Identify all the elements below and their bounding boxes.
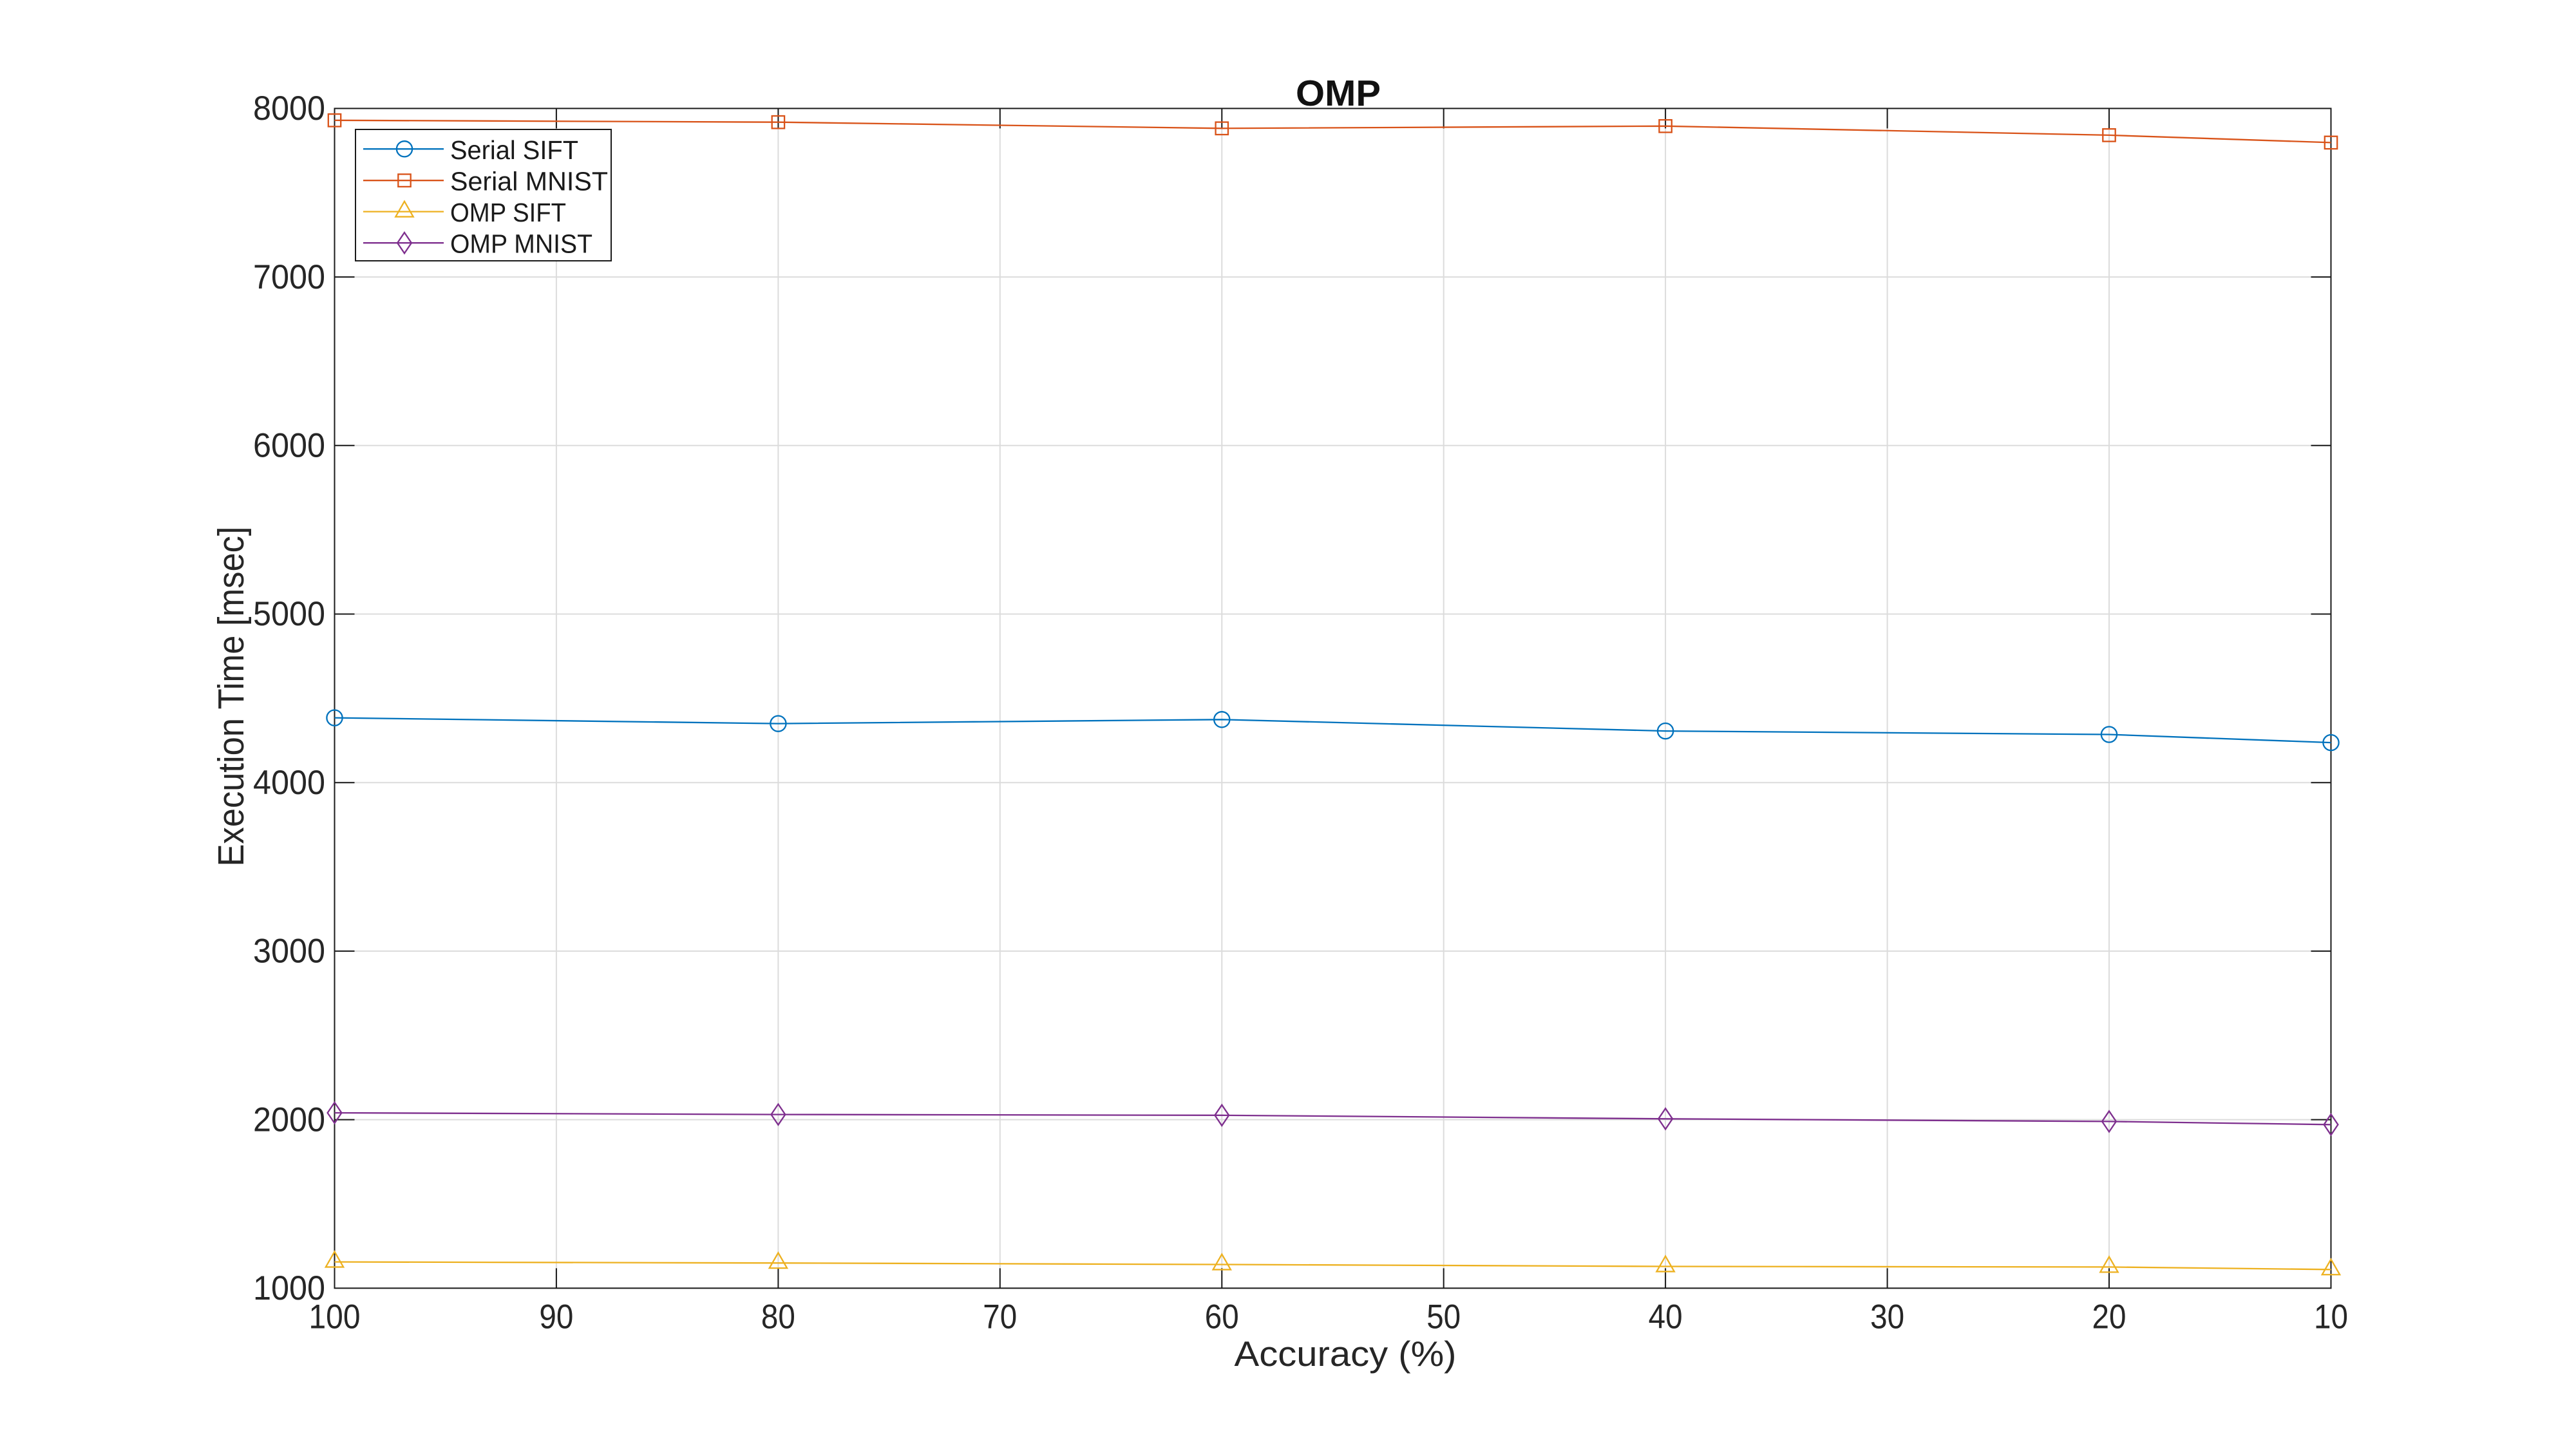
svg-text:OMP SIFT: OMP SIFT	[450, 198, 566, 227]
svg-text:OMP MNIST: OMP MNIST	[450, 229, 592, 259]
svg-text:8000: 8000	[253, 90, 325, 128]
svg-text:30: 30	[1870, 1298, 1904, 1336]
svg-text:4000: 4000	[253, 764, 325, 802]
svg-text:Execution Time [msec]: Execution Time [msec]	[211, 527, 252, 867]
svg-text:7000: 7000	[253, 258, 325, 296]
svg-text:100: 100	[309, 1298, 361, 1336]
svg-text:Serial SIFT: Serial SIFT	[450, 135, 578, 165]
svg-text:70: 70	[983, 1298, 1017, 1336]
svg-text:20: 20	[2092, 1298, 2126, 1336]
svg-text:90: 90	[539, 1298, 573, 1336]
svg-text:5000: 5000	[253, 595, 325, 633]
svg-text:40: 40	[1649, 1298, 1683, 1336]
svg-text:1000: 1000	[253, 1269, 325, 1307]
svg-text:Accuracy (%): Accuracy (%)	[1235, 1334, 1457, 1374]
svg-text:2000: 2000	[253, 1101, 325, 1139]
svg-text:50: 50	[1426, 1298, 1461, 1336]
svg-text:10: 10	[2314, 1298, 2348, 1336]
svg-text:60: 60	[1205, 1298, 1239, 1336]
svg-text:OMP: OMP	[1296, 73, 1381, 113]
svg-text:80: 80	[761, 1298, 795, 1336]
svg-text:Serial MNIST: Serial MNIST	[450, 167, 608, 196]
svg-text:3000: 3000	[253, 933, 325, 971]
svg-text:6000: 6000	[253, 427, 325, 465]
